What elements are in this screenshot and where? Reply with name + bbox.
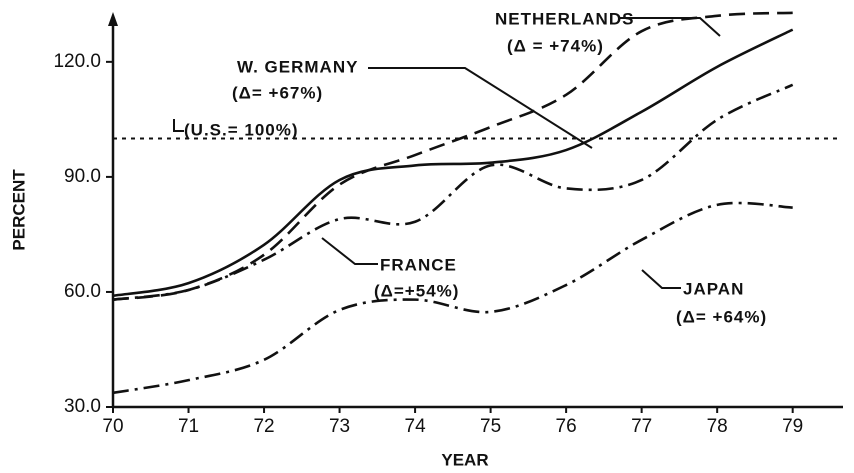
x-tick-label: 78 — [707, 416, 728, 437]
annotation-leader — [321, 237, 378, 265]
annotation: W. GERMANY — [237, 57, 358, 76]
annotation: (U.S.= 100%) — [184, 120, 299, 139]
x-tick-label: 75 — [480, 416, 501, 437]
x-axis-label: YEAR — [441, 450, 488, 469]
x-tick-label: 73 — [329, 416, 350, 437]
x-tick-label: 74 — [405, 416, 427, 437]
series-line — [112, 83, 794, 301]
x-tick-label: 76 — [556, 416, 577, 437]
annotation-leader — [173, 119, 184, 132]
y-tick-label: 120.0 — [53, 51, 101, 72]
series-line — [112, 11, 793, 301]
annotation: (Δ=+54%) — [374, 281, 459, 300]
x-tick-label: 72 — [253, 416, 274, 437]
annotation: (Δ= +67%) — [232, 83, 323, 102]
y-axis-label: PERCENT — [9, 169, 28, 251]
x-tick-label: 77 — [631, 416, 652, 437]
annotation: JAPAN — [683, 279, 744, 298]
annotation: NETHERLANDS — [495, 9, 634, 28]
annotation: FRANCE — [380, 255, 457, 274]
annotation: (Δ= +64%) — [676, 307, 767, 326]
x-tick-label: 71 — [178, 416, 199, 437]
x-tick-label: 70 — [102, 416, 123, 437]
series-line — [112, 28, 794, 298]
annotation: (Δ = +74%) — [507, 36, 604, 55]
annotation-leader — [620, 17, 721, 37]
annotation-leader — [368, 67, 593, 149]
y-tick-label: 30.0 — [64, 396, 101, 417]
axis-arrow — [108, 12, 118, 26]
y-tick-label: 90.0 — [64, 166, 101, 187]
annotation-leader — [641, 269, 681, 289]
x-tick-label: 79 — [782, 416, 803, 437]
y-tick-label: 60.0 — [64, 281, 101, 302]
